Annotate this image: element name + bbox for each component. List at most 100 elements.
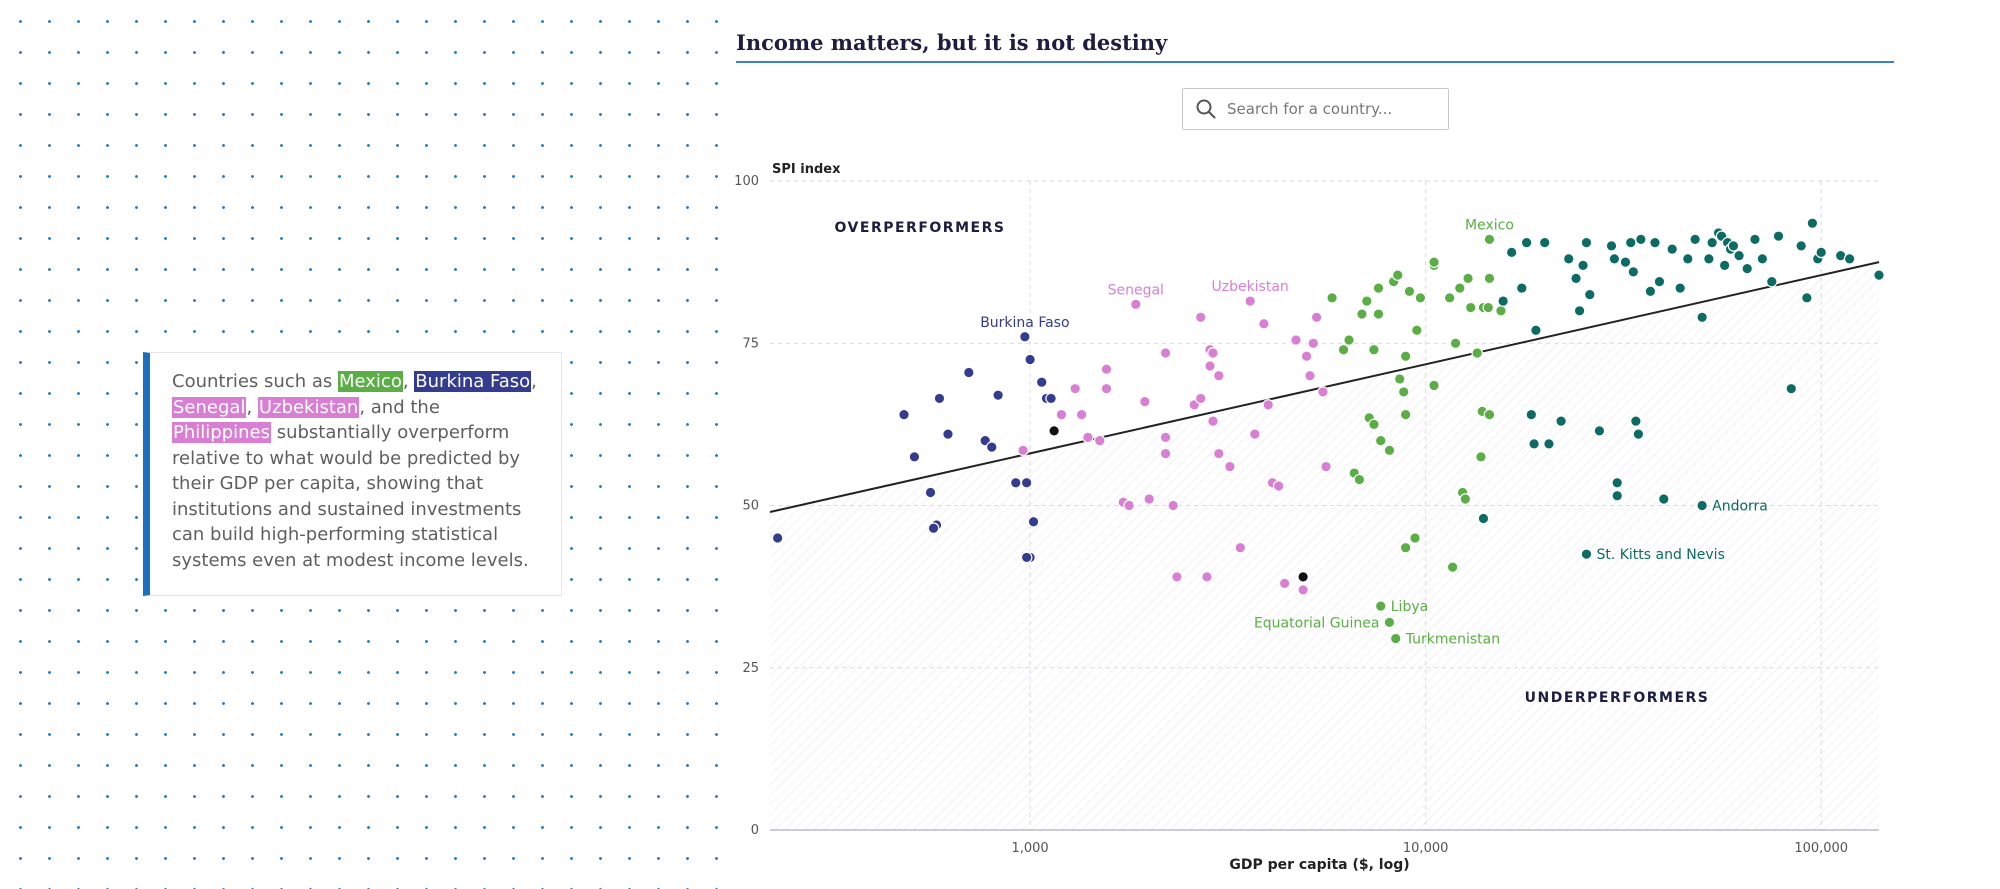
- data-point: [1483, 233, 1496, 246]
- data-point: [1159, 447, 1172, 460]
- data-point: [1374, 434, 1387, 447]
- data-point: [1765, 275, 1778, 288]
- data-point: [1570, 272, 1582, 285]
- country-label: Equatorial Guinea: [1254, 615, 1379, 631]
- data-point: [1462, 272, 1474, 285]
- data-point: [1573, 304, 1586, 317]
- data-point: [1201, 571, 1213, 583]
- data-point: [908, 451, 921, 463]
- data-point: [1069, 382, 1081, 395]
- data-point: [1696, 499, 1708, 512]
- y-tick-label: 25: [742, 661, 759, 676]
- x-tick-label: 10,000: [1403, 841, 1449, 856]
- data-point: [1619, 256, 1632, 268]
- data-point: [1372, 282, 1385, 294]
- data-point: [1611, 476, 1624, 489]
- data-point: [1727, 240, 1740, 252]
- data-point: [1356, 308, 1368, 320]
- data-point: [1528, 438, 1540, 450]
- callout-suffix: substantially overperform relative to wh…: [172, 422, 529, 571]
- x-axis-label: GDP per capita ($, log): [1229, 857, 1409, 873]
- country-search[interactable]: [1182, 88, 1449, 130]
- country-label: Senegal: [1108, 282, 1164, 298]
- data-point: [1706, 236, 1718, 249]
- data-point: [1207, 347, 1219, 359]
- data-point: [1244, 295, 1256, 307]
- search-input[interactable]: [1225, 99, 1429, 119]
- data-point: [1459, 493, 1472, 505]
- data-point: [1756, 253, 1769, 265]
- data-point: [1082, 431, 1094, 444]
- data-point: [1530, 324, 1542, 337]
- data-point: [1543, 438, 1555, 450]
- data-point: [1055, 408, 1068, 421]
- highlight-philippines: Philippines: [172, 422, 271, 443]
- data-point: [1806, 217, 1819, 229]
- data-point: [1583, 288, 1596, 301]
- data-point: [1580, 548, 1593, 560]
- country-label: Libya: [1391, 599, 1428, 615]
- callout-separator: ,: [531, 371, 537, 392]
- data-point: [1009, 476, 1022, 489]
- underperformer-region: [770, 262, 1879, 830]
- data-point: [924, 486, 937, 499]
- data-point: [1167, 499, 1179, 512]
- data-point: [1873, 269, 1885, 281]
- data-point: [1027, 515, 1040, 528]
- data-point: [1159, 347, 1172, 359]
- data-point: [1520, 236, 1533, 249]
- data-point: [1075, 408, 1088, 421]
- data-point: [1414, 292, 1427, 304]
- data-point: [1772, 230, 1785, 242]
- data-point: [1368, 343, 1380, 356]
- country-label: Turkmenistan: [1405, 632, 1500, 648]
- data-point: [1224, 460, 1236, 473]
- data-point: [1580, 236, 1593, 249]
- data-point: [1593, 425, 1606, 437]
- data-point: [1608, 253, 1621, 265]
- data-point: [1703, 253, 1715, 265]
- data-point: [1409, 532, 1421, 544]
- data-point: [1497, 295, 1509, 307]
- callout-card: Countries such as Mexico, Burkina Faso , …: [143, 352, 562, 596]
- data-point: [1399, 541, 1412, 554]
- data-point: [1262, 399, 1275, 411]
- data-point: [1555, 415, 1567, 427]
- data-point: [1477, 512, 1490, 525]
- data-point: [1234, 541, 1247, 554]
- data-point: [1337, 343, 1350, 356]
- country-label: St. Kitts and Nevis: [1596, 547, 1724, 563]
- data-point: [1630, 415, 1642, 427]
- data-point: [1297, 584, 1309, 596]
- data-point: [1326, 292, 1338, 304]
- data-point: [1627, 266, 1640, 278]
- callout-separator: ,: [246, 396, 258, 418]
- data-point: [1391, 269, 1404, 281]
- data-point: [1204, 360, 1216, 372]
- data-point: [1304, 369, 1316, 382]
- data-point: [1795, 240, 1807, 252]
- data-point: [1290, 334, 1302, 346]
- data-point: [1733, 249, 1745, 262]
- data-point: [1843, 253, 1856, 265]
- data-point: [963, 366, 975, 379]
- data-point: [771, 532, 784, 544]
- data-point: [1741, 262, 1753, 275]
- data-point: [1213, 369, 1225, 382]
- data-point: [1389, 632, 1402, 645]
- data-point: [1213, 447, 1225, 460]
- data-point: [1624, 236, 1637, 249]
- data-point: [1159, 431, 1172, 444]
- chart-panel: Income matters, but it is not destiny 1,…: [733, 0, 2000, 889]
- chart-title: Income matters, but it is not destiny: [736, 30, 1168, 55]
- data-point: [1562, 253, 1575, 265]
- data-point: [1100, 382, 1113, 395]
- callout-text: Countries such as Mexico, Burkina Faso , …: [172, 369, 539, 573]
- data-point: [1632, 428, 1645, 440]
- data-point: [1249, 428, 1261, 440]
- callout-separator: ,: [402, 371, 415, 392]
- data-point: [1383, 444, 1396, 457]
- data-point: [1399, 408, 1412, 421]
- data-point: [898, 408, 910, 421]
- data-point: [1464, 301, 1477, 314]
